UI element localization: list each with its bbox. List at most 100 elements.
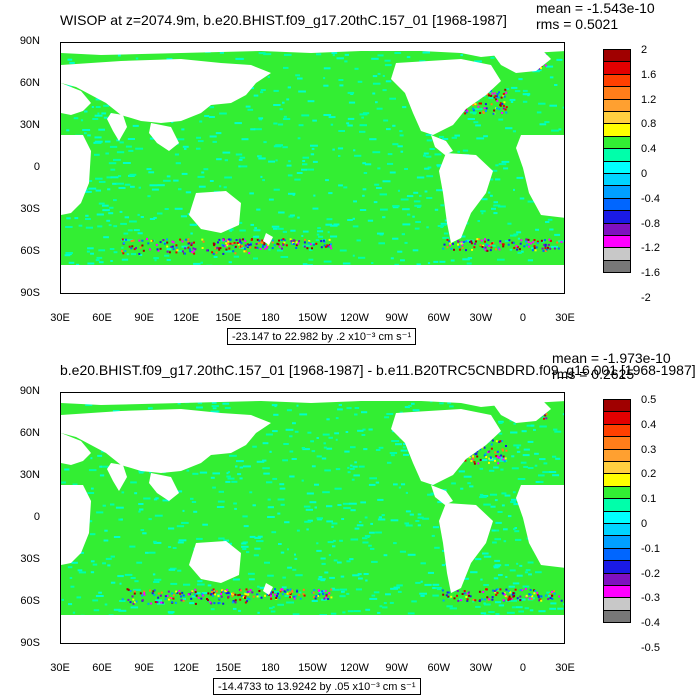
field-cell [475, 452, 478, 455]
field-cell [149, 551, 156, 554]
field-cell [188, 248, 191, 251]
field-cell [488, 469, 495, 472]
field-cell [472, 109, 475, 112]
field-cell [127, 598, 130, 601]
field-cell [330, 612, 337, 615]
field-cell [243, 465, 251, 468]
field-cell [450, 247, 453, 250]
field-cell [67, 566, 73, 569]
y-tick-label: 60N [19, 77, 40, 89]
field-cell [522, 89, 528, 92]
field-cell [287, 86, 291, 89]
field-cell [394, 263, 399, 266]
colorbar-swatch [603, 597, 631, 611]
field-cell [290, 229, 296, 232]
field-cell [399, 411, 403, 414]
field-cell [474, 108, 482, 111]
field-cell [326, 418, 330, 421]
field-cell [511, 606, 516, 609]
field-cell [313, 596, 315, 599]
x-tick-label: 60E [92, 662, 112, 674]
field-cell [108, 212, 114, 215]
field-cell [493, 201, 498, 204]
field-cell [281, 247, 283, 250]
field-cell [374, 183, 380, 186]
field-cell [197, 596, 200, 599]
field-cell [290, 242, 293, 245]
field-cell [124, 573, 133, 576]
field-cell [507, 597, 510, 600]
field-cell [371, 57, 379, 60]
field-cell [389, 97, 396, 100]
field-cell [402, 223, 411, 226]
field-cell [352, 574, 360, 577]
field-cell [406, 195, 414, 198]
field-cell [257, 585, 260, 588]
field-cell [182, 597, 186, 600]
field-cell [544, 239, 546, 242]
field-cell [352, 217, 355, 220]
field-cell [245, 593, 248, 596]
field-cell [535, 246, 538, 249]
field-cell [359, 209, 367, 211]
field-cell [448, 591, 451, 594]
field-cell [254, 246, 257, 249]
field-cell [182, 509, 185, 512]
field-cell [105, 152, 109, 155]
field-cell [362, 112, 370, 115]
land-mass [491, 49, 551, 73]
field-cell [424, 583, 432, 586]
field-cell [467, 257, 473, 260]
field-cell [550, 245, 558, 248]
field-cell [554, 84, 558, 86]
field-cell [329, 244, 332, 247]
field-cell [312, 160, 318, 163]
field-cell [409, 513, 414, 516]
field-cell [504, 457, 507, 460]
field-cell [163, 179, 171, 182]
field-cell [213, 602, 216, 605]
field-cell [377, 72, 381, 75]
field-cell [322, 491, 330, 494]
field-cell [65, 84, 73, 87]
field-cell [109, 248, 115, 250]
field-cell [511, 498, 519, 501]
field-cell [91, 487, 94, 490]
field-cell [376, 107, 383, 110]
field-cell [277, 603, 284, 606]
colorbar-swatch [603, 510, 631, 524]
field-cell [108, 224, 112, 227]
field-cell [489, 456, 492, 459]
field-cell [267, 516, 275, 518]
field-cell [353, 474, 360, 477]
field-cell [498, 420, 504, 423]
field-cell [278, 543, 282, 545]
field-cell [97, 112, 100, 115]
field-cell [283, 590, 286, 593]
field-cell [488, 459, 495, 461]
field-cell [115, 506, 124, 509]
field-cell [104, 529, 108, 532]
field-cell [104, 140, 111, 143]
field-cell [498, 574, 503, 576]
field-cell [399, 130, 403, 133]
field-cell [496, 93, 499, 96]
field-cell [505, 127, 513, 130]
field-cell [539, 480, 544, 483]
field-cell [94, 114, 103, 117]
field-cell [267, 498, 271, 501]
field-cell [252, 595, 255, 598]
field-cell [240, 242, 243, 245]
field-cell [358, 465, 365, 468]
field-cell [453, 597, 456, 600]
field-cell [473, 462, 476, 465]
field-cell [197, 402, 203, 405]
colorbar-swatch [603, 585, 631, 599]
field-cell [249, 589, 252, 591]
field-cell [237, 473, 242, 476]
colorbar-swatch [603, 461, 631, 475]
field-cell [501, 492, 507, 495]
field-cell [458, 246, 461, 248]
field-cell [493, 577, 499, 580]
field-cell [323, 67, 331, 70]
